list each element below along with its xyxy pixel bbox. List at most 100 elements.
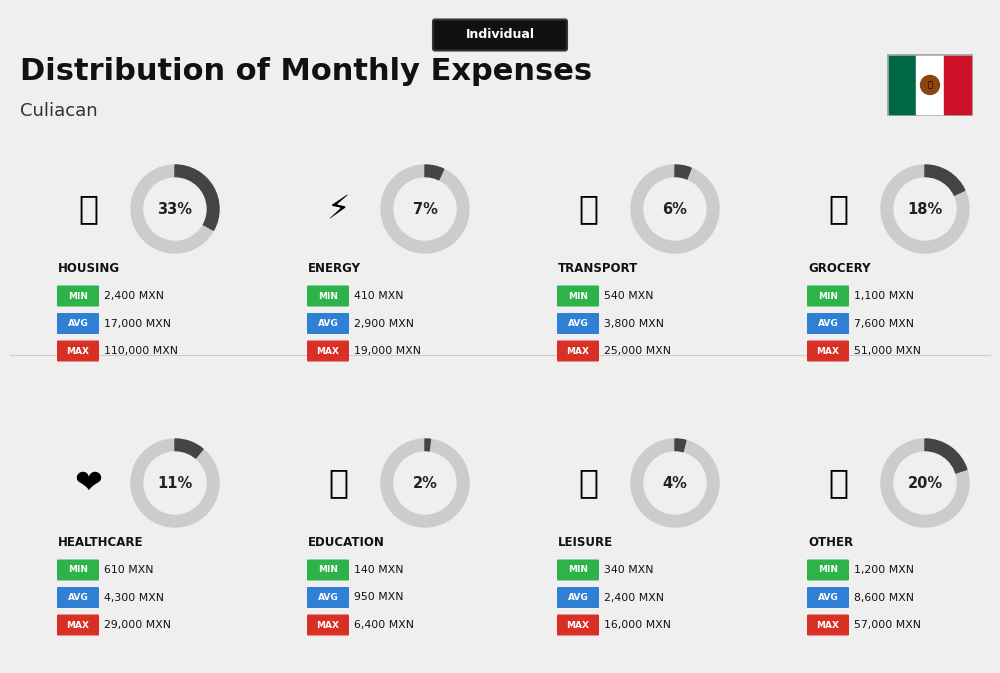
Wedge shape xyxy=(631,165,719,253)
Text: OTHER: OTHER xyxy=(808,536,853,548)
Text: 410 MXN: 410 MXN xyxy=(354,291,404,301)
Text: MIN: MIN xyxy=(318,565,338,575)
Text: MAX: MAX xyxy=(66,347,90,355)
FancyBboxPatch shape xyxy=(307,614,349,635)
Text: 1,200 MXN: 1,200 MXN xyxy=(854,565,914,575)
Wedge shape xyxy=(881,439,969,527)
Text: MIN: MIN xyxy=(68,565,88,575)
Text: 2,400 MXN: 2,400 MXN xyxy=(604,592,664,602)
FancyBboxPatch shape xyxy=(307,559,349,581)
Circle shape xyxy=(394,452,456,514)
Text: HEALTHCARE: HEALTHCARE xyxy=(58,536,144,548)
Text: 3,800 MXN: 3,800 MXN xyxy=(604,318,664,328)
FancyBboxPatch shape xyxy=(557,341,599,361)
Text: 2%: 2% xyxy=(413,476,437,491)
Bar xyxy=(944,56,971,114)
Bar xyxy=(916,56,944,114)
Text: MIN: MIN xyxy=(568,291,588,301)
Circle shape xyxy=(644,452,706,514)
Text: 17,000 MXN: 17,000 MXN xyxy=(104,318,171,328)
Circle shape xyxy=(394,178,456,240)
Text: AVG: AVG xyxy=(818,319,838,328)
Text: ⚡: ⚡ xyxy=(326,192,350,225)
Text: 110,000 MXN: 110,000 MXN xyxy=(104,346,178,356)
Text: 140 MXN: 140 MXN xyxy=(354,565,404,575)
Wedge shape xyxy=(131,439,219,527)
FancyBboxPatch shape xyxy=(807,285,849,306)
Text: AVG: AVG xyxy=(68,593,88,602)
Text: Culiacan: Culiacan xyxy=(20,102,98,120)
Text: ❤: ❤ xyxy=(74,466,102,499)
Text: MIN: MIN xyxy=(818,291,838,301)
Wedge shape xyxy=(881,165,969,253)
Text: AVG: AVG xyxy=(318,593,338,602)
Text: Individual: Individual xyxy=(466,28,534,42)
Text: TRANSPORT: TRANSPORT xyxy=(558,262,638,275)
Text: 18%: 18% xyxy=(907,201,943,217)
FancyBboxPatch shape xyxy=(807,559,849,581)
Wedge shape xyxy=(175,439,203,459)
Circle shape xyxy=(894,178,956,240)
Text: MAX: MAX xyxy=(316,621,340,629)
Text: Distribution of Monthly Expenses: Distribution of Monthly Expenses xyxy=(20,57,592,85)
FancyBboxPatch shape xyxy=(807,341,849,361)
Text: 29,000 MXN: 29,000 MXN xyxy=(104,620,171,630)
Text: 6,400 MXN: 6,400 MXN xyxy=(354,620,414,630)
FancyBboxPatch shape xyxy=(557,587,599,608)
Text: MAX: MAX xyxy=(816,347,839,355)
Text: 🎓: 🎓 xyxy=(328,466,348,499)
Wedge shape xyxy=(675,165,691,180)
Wedge shape xyxy=(925,165,965,196)
FancyBboxPatch shape xyxy=(57,614,99,635)
Text: MAX: MAX xyxy=(816,621,839,629)
Text: 11%: 11% xyxy=(157,476,193,491)
Text: 💰: 💰 xyxy=(828,466,848,499)
Text: 540 MXN: 540 MXN xyxy=(604,291,654,301)
Text: AVG: AVG xyxy=(818,593,838,602)
Text: MAX: MAX xyxy=(566,347,590,355)
Text: 🛍: 🛍 xyxy=(578,466,598,499)
Text: 🛒: 🛒 xyxy=(828,192,848,225)
Circle shape xyxy=(894,452,956,514)
FancyBboxPatch shape xyxy=(57,313,99,334)
Text: 2,900 MXN: 2,900 MXN xyxy=(354,318,414,328)
FancyBboxPatch shape xyxy=(307,285,349,306)
FancyBboxPatch shape xyxy=(307,313,349,334)
Text: 7,600 MXN: 7,600 MXN xyxy=(854,318,914,328)
Bar xyxy=(889,56,916,114)
Circle shape xyxy=(144,452,206,514)
Text: MIN: MIN xyxy=(68,291,88,301)
FancyBboxPatch shape xyxy=(557,313,599,334)
FancyBboxPatch shape xyxy=(57,285,99,306)
Wedge shape xyxy=(175,165,219,230)
Text: 610 MXN: 610 MXN xyxy=(104,565,154,575)
Text: AVG: AVG xyxy=(68,319,88,328)
Text: AVG: AVG xyxy=(318,319,338,328)
Wedge shape xyxy=(381,439,469,527)
FancyBboxPatch shape xyxy=(807,313,849,334)
FancyBboxPatch shape xyxy=(57,341,99,361)
Text: AVG: AVG xyxy=(568,593,588,602)
Circle shape xyxy=(644,178,706,240)
Text: 950 MXN: 950 MXN xyxy=(354,592,404,602)
Text: LEISURE: LEISURE xyxy=(558,536,613,548)
Text: 51,000 MXN: 51,000 MXN xyxy=(854,346,921,356)
Text: MAX: MAX xyxy=(66,621,90,629)
Text: MAX: MAX xyxy=(566,621,590,629)
Text: 🏢: 🏢 xyxy=(78,192,98,225)
FancyBboxPatch shape xyxy=(307,341,349,361)
Wedge shape xyxy=(425,165,444,181)
Text: 25,000 MXN: 25,000 MXN xyxy=(604,346,671,356)
Text: 🚌: 🚌 xyxy=(578,192,598,225)
Text: 19,000 MXN: 19,000 MXN xyxy=(354,346,421,356)
Text: 1,100 MXN: 1,100 MXN xyxy=(854,291,914,301)
Text: 2,400 MXN: 2,400 MXN xyxy=(104,291,164,301)
Text: 33%: 33% xyxy=(158,201,192,217)
Text: 4%: 4% xyxy=(663,476,687,491)
Text: 340 MXN: 340 MXN xyxy=(604,565,654,575)
FancyBboxPatch shape xyxy=(433,20,567,50)
Text: EDUCATION: EDUCATION xyxy=(308,536,385,548)
Text: MIN: MIN xyxy=(818,565,838,575)
Text: 🦅: 🦅 xyxy=(928,81,933,90)
FancyBboxPatch shape xyxy=(807,587,849,608)
